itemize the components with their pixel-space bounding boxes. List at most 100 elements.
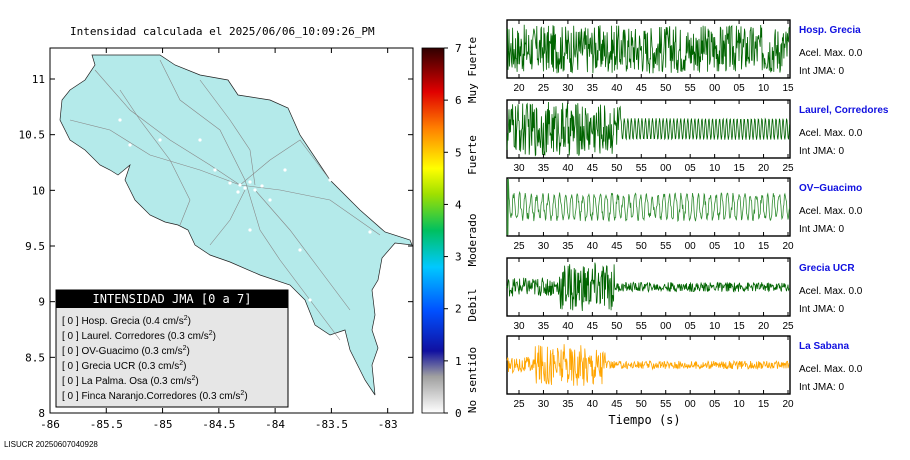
- station-dot: [118, 118, 122, 122]
- trace-tick-label: 10: [758, 83, 770, 94]
- trace-tick-label: 00: [685, 241, 697, 252]
- colorbar-tick: 4: [455, 198, 462, 211]
- station-name: Hosp. Grecia: [799, 25, 861, 36]
- trace-tick-label: 15: [734, 321, 746, 332]
- map-y-tick-label: 9: [38, 296, 45, 309]
- trace-tick-label: 35: [538, 163, 550, 174]
- station-dot: [248, 180, 252, 184]
- station-name: Grecia UCR: [799, 263, 855, 274]
- station-dot: [158, 138, 162, 142]
- trace-tick-label: 25: [513, 241, 525, 252]
- trace-tick-label: 00: [685, 399, 697, 410]
- legend-row: [ 0 ] Hosp. Grecia (0.4 cm/s2): [62, 315, 191, 327]
- station-dot: [260, 184, 264, 188]
- map-x-tick-label: -85.5: [90, 418, 123, 431]
- trace-tick-label: 20: [758, 321, 770, 332]
- colorbar-tick: 2: [455, 303, 462, 316]
- trace-tick-label: 50: [636, 241, 648, 252]
- trace-tick-label: 40: [562, 321, 574, 332]
- colorbar-tick: 1: [455, 355, 462, 368]
- int-jma: Int JMA: 0: [799, 146, 844, 157]
- legend-row: [ 0 ] Finca Naranjo.Corredores (0.3 cm/s…: [62, 390, 248, 402]
- trace-tick-label: 25: [782, 163, 794, 174]
- trace-tick-label: 45: [636, 83, 648, 94]
- costa-rica-shape: [59, 54, 413, 396]
- accel-max: Acel. Max. 0.0: [799, 48, 863, 59]
- trace-tick-label: 20: [513, 83, 525, 94]
- colorbar-tick: 3: [455, 251, 462, 264]
- trace-tick-label: 55: [636, 321, 648, 332]
- colorbar-tick: 0: [455, 407, 462, 420]
- station-name: Laurel, Corredores: [799, 105, 889, 116]
- trace-tick-label: 40: [587, 241, 599, 252]
- colorbar-label: Debil: [466, 288, 479, 321]
- trace-tick-label: 55: [636, 163, 648, 174]
- station-dot: [268, 198, 272, 202]
- accel-max: Acel. Max. 0.0: [799, 206, 863, 217]
- trace-tick-label: 30: [513, 163, 525, 174]
- legend-title: INTENSIDAD JMA [0 a 7]: [93, 292, 252, 306]
- map-x-tick-label: -84.5: [202, 418, 235, 431]
- legend-row: [ 0 ] Grecia UCR (0.3 cm/s2): [62, 360, 187, 372]
- colorbar-label: Muy Fuerte: [466, 37, 479, 103]
- trace-tick-label: 05: [685, 321, 697, 332]
- trace-tick-label: 25: [513, 399, 525, 410]
- trace-tick-label: 10: [709, 321, 721, 332]
- trace-tick-label: 55: [660, 399, 672, 410]
- trace-panel: 30 35 40 45 50 55 00 05 10 15 20 25 Grecia UCR Acel. …: [506, 257, 863, 332]
- int-jma: Int JMA: 0: [799, 304, 844, 315]
- map-y-tick-label: 11: [32, 73, 45, 86]
- trace-tick-label: 40: [562, 163, 574, 174]
- trace-tick-label: 20: [758, 163, 770, 174]
- colorbar-tick: 6: [455, 94, 462, 107]
- trace-tick-label: 45: [611, 399, 623, 410]
- trace-tick-label: 40: [611, 83, 623, 94]
- legend-row: [ 0 ] Laurel. Corredores (0.3 cm/s2): [62, 330, 216, 342]
- trace-tick-label: 05: [709, 241, 721, 252]
- station-dot: [283, 168, 287, 172]
- colorbar-label: No sentido: [466, 347, 479, 413]
- trace-tick-label: 00: [660, 163, 672, 174]
- legend-row: [ 0 ] La Palma. Osa (0.3 cm/s2): [62, 375, 199, 387]
- trace-tick-label: 15: [782, 83, 794, 94]
- station-dot: [308, 298, 312, 302]
- trace-tick-label: 10: [734, 399, 746, 410]
- trace-tick-label: 30: [562, 83, 574, 94]
- station-legend: INTENSIDAD JMA [0 a 7] [ 0 ] Hosp. Greci…: [55, 289, 289, 408]
- waveform-line: [506, 24, 790, 74]
- station-dot: [298, 248, 302, 252]
- trace-tick-label: 05: [709, 399, 721, 410]
- map-x-axis: -86 -85.5 -85 -84.5 -84 -83.5 -83: [40, 48, 398, 431]
- colorbar-tick: 5: [455, 146, 462, 159]
- accel-max: Acel. Max. 0.0: [799, 128, 863, 139]
- trace-tick-label: 30: [513, 321, 525, 332]
- station-dot: [243, 186, 247, 190]
- station-dot: [236, 190, 240, 194]
- trace-tick-label: 25: [538, 83, 550, 94]
- waveform-line: [506, 344, 790, 386]
- trace-tick-label: 55: [660, 241, 672, 252]
- map-y-axis: 11 10.5 10 9.5 9 8.5 8: [19, 73, 413, 420]
- trace-tick-label: 15: [734, 163, 746, 174]
- trace-tick-label: 45: [611, 241, 623, 252]
- trace-tick-label: 00: [709, 83, 721, 94]
- trace-tick-label: 10: [734, 241, 746, 252]
- map-x-tick-label: -86: [40, 418, 60, 431]
- trace-tick-label: 50: [636, 399, 648, 410]
- trace-tick-label: 50: [611, 321, 623, 332]
- int-jma: Int JMA: 0: [799, 382, 844, 393]
- waveform-panels: 20 25 30 35 40 45 50 55 00 05 10 15 Hosp. Grecia Acel…: [506, 19, 889, 427]
- colorbar-label: Moderado: [466, 214, 479, 267]
- accel-max: Acel. Max. 0.0: [799, 286, 863, 297]
- trace-tick-label: 35: [562, 399, 574, 410]
- map-y-tick-label: 8.5: [25, 351, 45, 364]
- trace-tick-label: 25: [782, 321, 794, 332]
- legend-row: [ 0 ] OV-Guacimo (0.3 cm/s2): [62, 345, 190, 357]
- accel-max: Acel. Max. 0.0: [799, 364, 863, 375]
- trace-tick-label: 35: [562, 241, 574, 252]
- waveform-line: [506, 262, 790, 312]
- trace-tick-label: 55: [685, 83, 697, 94]
- road-network: [69, 59, 381, 341]
- station-markers: [118, 118, 372, 337]
